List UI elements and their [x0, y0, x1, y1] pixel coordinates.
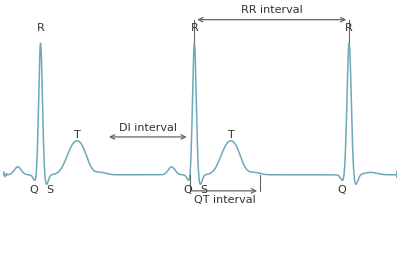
Text: T: T [228, 130, 235, 140]
Text: S: S [200, 185, 208, 195]
Text: R: R [345, 23, 353, 33]
Text: RR interval: RR interval [241, 5, 303, 15]
Text: R: R [37, 23, 44, 33]
Text: R: R [190, 23, 198, 33]
Text: Q: Q [337, 185, 346, 195]
Text: T: T [74, 130, 81, 140]
Text: Q: Q [183, 185, 192, 195]
Text: S: S [46, 185, 54, 195]
Text: DI interval: DI interval [119, 123, 177, 133]
Text: Q: Q [29, 185, 38, 195]
Text: QT interval: QT interval [194, 195, 256, 205]
